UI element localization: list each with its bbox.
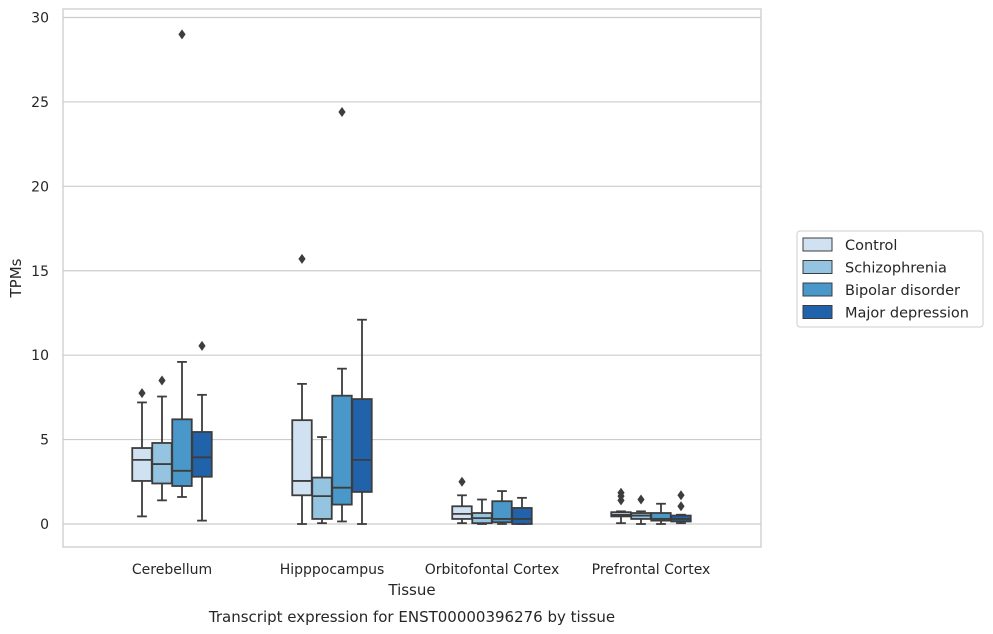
legend-label: Major depression: [845, 306, 969, 322]
box-rect: [511, 507, 533, 525]
legend-label: Schizophrenia: [845, 261, 947, 277]
y-tick-label: 15: [31, 264, 49, 280]
legend-swatch: [802, 282, 833, 297]
box-rect: [191, 431, 213, 478]
x-tick-label: Prefrontal Cortex: [592, 562, 711, 578]
outlier-point: [338, 107, 346, 118]
legend: Control Schizophrenia Bipolar disorder Majo…: [796, 230, 984, 328]
outlier-point: [178, 29, 186, 40]
box-major-depression: [511, 496, 533, 525]
box-schizophrenia: [311, 436, 333, 525]
box-schizophrenia: [630, 494, 652, 525]
y-tick-label: 0: [40, 517, 49, 533]
x-tick-label: Cerebellum: [132, 562, 212, 578]
y-tick-label: 20: [31, 179, 49, 195]
boxes: [131, 29, 692, 525]
outlier-point: [458, 476, 466, 487]
outlier-point: [198, 340, 206, 351]
box-rect: [311, 476, 333, 520]
legend-label: Control: [845, 238, 897, 254]
outlier-point: [138, 388, 146, 399]
box-bipolar-disorder: [650, 502, 672, 525]
y-tick-label: 5: [40, 433, 49, 449]
x-tick-label: Hipppocampus: [280, 562, 385, 578]
outlier-point: [677, 501, 685, 512]
y-tick-label: 30: [31, 11, 49, 27]
box-bipolar-disorder: [171, 29, 193, 498]
outlier-point: [298, 253, 306, 264]
box-rect: [291, 419, 313, 497]
box-rect: [451, 505, 473, 520]
outlier-point: [677, 490, 685, 501]
legend-label: Bipolar disorder: [845, 283, 960, 299]
legend-frame: [796, 230, 984, 328]
box-major-depression: [191, 340, 213, 522]
chart-title: Transcript expression for ENST0000039627…: [208, 608, 615, 626]
plot-frame: [62, 8, 762, 548]
box-schizophrenia: [151, 375, 173, 502]
box-major-depression: [351, 318, 373, 525]
box-bipolar-disorder: [491, 490, 513, 525]
y-axis-label: TPMs: [7, 258, 25, 298]
box-rect: [351, 398, 373, 493]
outlier-point: [637, 494, 645, 505]
legend-swatch: [802, 305, 833, 319]
x-axis-label: Tissue: [387, 581, 435, 599]
y-tick-labels: 0 5 10 15 20 25 30: [31, 11, 49, 534]
box-control: [451, 476, 473, 525]
box-control: [291, 253, 313, 525]
outlier-point: [158, 375, 166, 386]
y-tick-label: 10: [31, 348, 49, 364]
legend-swatch: [802, 237, 833, 252]
y-tick-label: 25: [31, 95, 49, 111]
box-rect: [171, 418, 193, 487]
box-major-depression: [670, 490, 692, 525]
box-control: [131, 388, 153, 518]
box-rect: [131, 447, 153, 482]
legend-swatch: [802, 260, 833, 274]
outlier-point: [617, 487, 625, 498]
box-bipolar-disorder: [331, 107, 353, 523]
x-tick-labels: Cerebellum Hipppocampus Orbitofontal Corte…: [132, 562, 710, 578]
box-control: [610, 487, 632, 525]
box-schizophrenia: [471, 498, 493, 525]
x-tick-label: Orbitofontal Cortex: [425, 562, 560, 578]
